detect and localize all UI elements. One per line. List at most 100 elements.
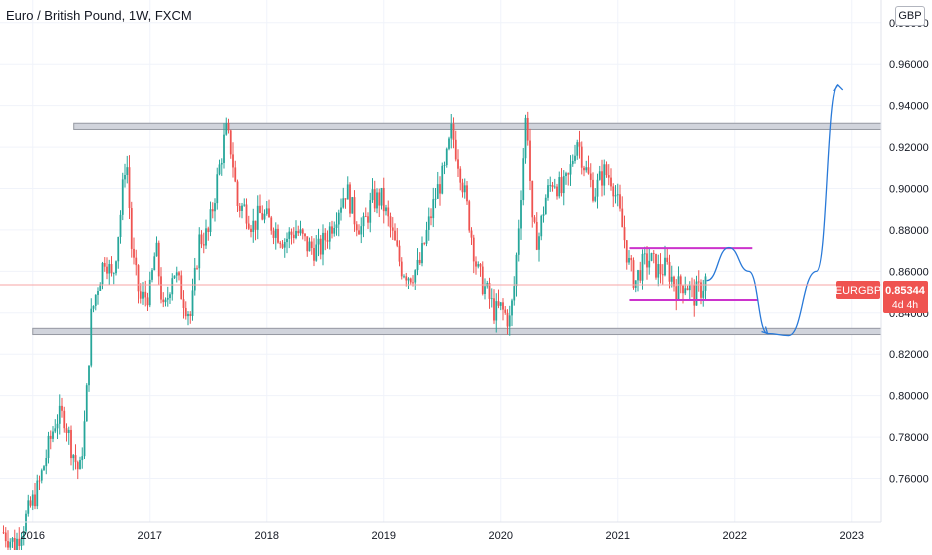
candle-body [328,226,331,242]
currency-button[interactable]: GBP [895,6,925,26]
candle-body [632,260,635,288]
candle-body [583,167,585,171]
candle-body [497,301,500,306]
candle-body [569,164,572,175]
candle-body [515,254,518,287]
candle-body [380,187,383,206]
candle-body [79,460,81,470]
candle-body [20,538,23,546]
candle-body [137,265,140,292]
time-tick-label: 2018 [255,530,279,542]
candle-body [162,299,165,303]
candle-body [56,423,59,429]
projection-arrowhead [833,83,844,92]
candle-body [376,192,378,209]
candle-body [670,276,673,282]
price-tick-label: 0.88000 [889,225,929,237]
candle-body [216,174,219,204]
candle-body [693,285,696,306]
candle-body [598,171,601,180]
candle-body [184,307,187,317]
candle-body [616,194,619,196]
candle-body [540,215,543,237]
candle-body [567,173,570,175]
candle-body [247,223,250,229]
candle-body [542,214,545,216]
candle-body [337,212,340,225]
candle-body [522,158,525,201]
candle-body [317,238,320,245]
candle-body [704,276,707,291]
price-tick-label: 0.86000 [889,266,929,278]
candle-body [596,179,599,197]
candle-body [450,124,453,139]
candle-body [288,231,291,239]
candle-body [571,160,574,165]
candle-body [603,164,606,186]
candle-body [373,189,376,209]
candle-body [367,216,369,223]
candle-body [182,299,185,308]
candle-body [29,500,32,506]
projection-arrow [706,83,844,337]
candle-body [180,275,183,300]
candle-body [688,284,691,291]
price-tick-label: 0.92000 [889,142,929,154]
candle-body [128,167,131,209]
candle-body [661,274,664,276]
candle-body [648,260,651,268]
candle-body [484,286,486,295]
candle-body [349,184,351,214]
candle-body [625,240,628,263]
candle-body [88,365,90,386]
candle-body [261,212,264,220]
candle-body [148,279,151,306]
candle-body [364,216,367,218]
candle-body [198,234,201,269]
candle-body [686,288,689,291]
candle-body [333,227,336,234]
candle-body [202,244,205,246]
time-axis[interactable]: 2016 2017 2018 2019 2020 2021 2022 2023 [21,530,864,542]
candle-body [601,171,603,186]
candle-body [45,458,48,467]
candle-body [31,494,34,506]
candle-body [655,253,657,278]
candle-body [301,229,304,234]
candle-body [250,228,252,232]
candle-body [562,176,565,194]
candle-body [229,130,232,155]
candle-body [436,184,439,199]
candle-body [310,241,313,249]
candle-body [461,182,464,193]
candle-body [405,276,408,281]
candle-body [236,181,239,206]
candle-body [679,276,682,286]
candle-body [90,308,93,366]
candle-body [49,435,52,439]
candle-body [445,148,448,166]
candle-body [47,435,50,459]
candle-body [256,205,259,230]
candle-body [72,455,75,459]
time-tick-label: 2021 [606,530,630,542]
candle-body [112,273,115,274]
candle-body [346,184,349,200]
candle-body [54,428,57,432]
time-tick-label: 2023 [840,530,864,542]
candle-body [232,154,234,168]
candle-body [499,302,502,306]
candle-body [607,175,610,178]
candle-body [153,256,156,271]
candle-body [211,209,214,212]
candle-body [315,244,318,261]
candle-body [97,290,99,295]
candle-body [193,267,196,291]
candle-body [11,538,14,542]
candle-body [448,138,450,149]
candle-body [92,305,95,309]
price-tick-label: 0.82000 [889,349,929,361]
candle-body [560,177,563,194]
candle-body [133,248,135,258]
